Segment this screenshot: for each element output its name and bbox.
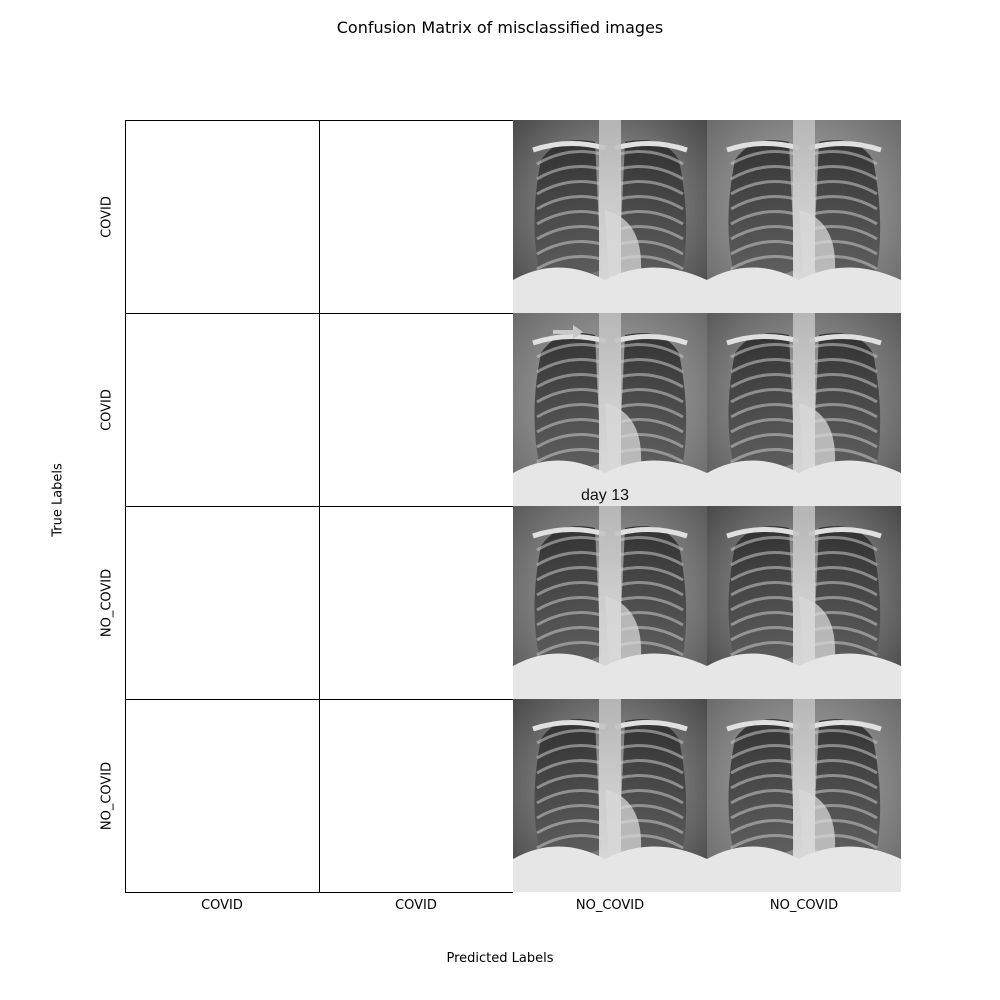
matrix-cell-empty xyxy=(319,699,514,893)
x-axis-label: Predicted Labels xyxy=(446,951,554,966)
x-tick-label: COVID xyxy=(395,898,437,913)
x-tick-label: COVID xyxy=(201,898,243,913)
matrix-cell-image xyxy=(513,699,708,893)
matrix-cell-empty xyxy=(125,699,320,893)
xray-overlay-text: day 13 xyxy=(581,487,629,504)
chest-xray-image: day 13 xyxy=(513,313,707,506)
arrow-marker xyxy=(553,325,583,339)
chest-xray-image xyxy=(513,506,707,699)
chest-xray-image xyxy=(707,313,901,506)
x-tick-label: NO_COVID xyxy=(769,898,839,913)
matrix-cell-empty xyxy=(125,120,320,314)
confusion-matrix-grid: day 13 xyxy=(125,120,902,893)
matrix-cell-image: day 13 xyxy=(513,313,708,507)
chest-xray-image xyxy=(707,120,901,313)
x-tick-label: NO_COVID xyxy=(575,898,645,913)
matrix-cell-empty xyxy=(319,313,514,507)
chest-xray-image xyxy=(513,699,707,892)
matrix-cell-image xyxy=(707,506,902,700)
matrix-cell-empty xyxy=(319,120,514,314)
matrix-cell-image xyxy=(707,313,902,507)
chest-xray-image xyxy=(707,699,901,892)
matrix-cell-empty xyxy=(125,506,320,700)
matrix-cell-empty xyxy=(125,313,320,507)
matrix-cell-image xyxy=(513,120,708,314)
matrix-cell-empty xyxy=(319,506,514,700)
chart-title: Confusion Matrix of misclassified images xyxy=(336,18,664,37)
chest-xray-image xyxy=(513,120,707,313)
matrix-cell-image xyxy=(513,506,708,700)
matrix-cell-image xyxy=(707,120,902,314)
matrix-cell-image xyxy=(707,699,902,893)
chest-xray-image xyxy=(707,506,901,699)
